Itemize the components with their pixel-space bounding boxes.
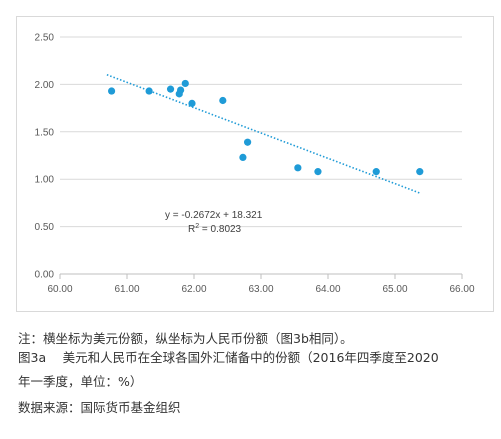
r-squared-value: = 0.8023 <box>199 224 241 235</box>
y-tick-label: 2.50 <box>35 33 55 44</box>
data-point <box>188 99 196 107</box>
figure-caption-line-1: 图3a 美元和人民币在全球各国外汇储备中的份额（2016年四季度至2020 <box>18 350 439 365</box>
data-points <box>107 79 424 176</box>
trendline <box>106 73 421 194</box>
data-point <box>145 87 153 95</box>
y-tick-label: 1.50 <box>35 127 55 138</box>
data-point <box>244 138 252 146</box>
x-tick-label: 60.00 <box>47 284 72 295</box>
data-point <box>416 168 424 176</box>
figure-caption-line-2: 年一季度，单位：%） <box>18 374 143 389</box>
trendline-group <box>106 73 421 194</box>
y-tick-label: 0.50 <box>35 222 55 233</box>
chart-frame: 0.00 0.50 1.00 1.50 2.00 2.50 60.00 61.00 62.00 6… <box>16 16 494 312</box>
x-tick-label: 64.00 <box>315 284 340 295</box>
chart-note: 注：横坐标为美元份额，纵坐标为人民币份额（图3b相同）。 <box>18 331 353 346</box>
x-tick-label: 66.00 <box>449 284 474 295</box>
axes: 0.00 0.50 1.00 1.50 2.00 2.50 60.00 61.00 62.00 6… <box>35 33 475 296</box>
data-source: 数据来源：国际货币基金组织 <box>18 400 181 415</box>
data-point <box>372 168 380 176</box>
data-point <box>294 164 302 172</box>
trendline-equation: y = -0.2672x + 18.321 <box>165 210 263 221</box>
data-point <box>181 79 189 88</box>
data-point <box>107 87 116 95</box>
data-point <box>314 168 322 176</box>
r-squared-superscript: 2 <box>195 223 199 230</box>
x-tick-label: 63.00 <box>248 284 273 295</box>
y-tick-label: 2.00 <box>35 80 55 91</box>
scatter-chart: 0.00 0.50 1.00 1.50 2.00 2.50 60.00 61.00 62.00 6… <box>35 33 475 296</box>
data-point <box>166 85 175 93</box>
data-point <box>177 86 185 94</box>
y-tick-label: 1.00 <box>35 175 55 186</box>
x-tick-label: 61.00 <box>114 284 139 295</box>
grid-lines <box>60 36 462 228</box>
data-point <box>239 153 247 161</box>
x-tick-label: 62.00 <box>181 284 206 295</box>
r-squared-prefix: R <box>188 224 195 235</box>
x-tick-label: 65.00 <box>382 284 407 295</box>
y-tick-label: 0.00 <box>35 270 55 281</box>
r-squared-label: R2 = 0.8023 <box>188 223 242 235</box>
data-point <box>219 96 227 105</box>
